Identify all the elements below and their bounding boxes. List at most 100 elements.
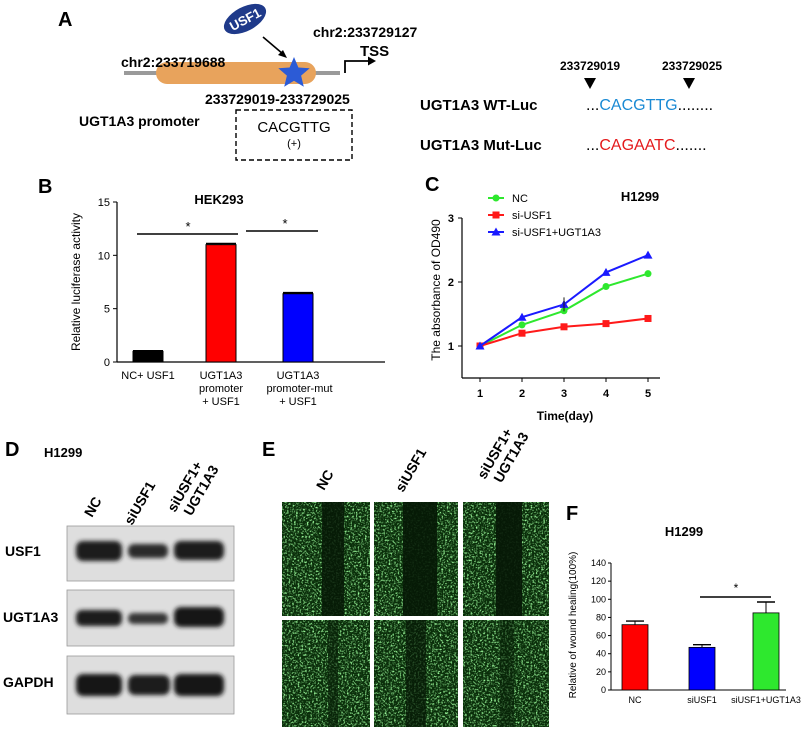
mut-label: UGT1A3 Mut-Luc [420,137,542,154]
chart-f-title: H1299 [665,524,703,539]
chart-f-bar [621,624,649,691]
chart-c-point [475,341,485,350]
tss-arrow-head-icon [368,56,376,66]
chart-f-ytick-label: 40 [596,649,606,659]
chart-f-ytick-label: 80 [596,612,606,622]
blot-label-usf1: USF1 [5,543,41,559]
chart-c-point [518,321,526,329]
tss-label: TSS [360,43,389,60]
binding-arrow [262,36,284,55]
band-gapdh-siusf1 [128,675,170,695]
chart-f-bar [688,646,716,691]
chart-b-category-label: NC+ USF1 [121,370,175,382]
mut-suffix: ....... [676,137,707,154]
micrograph-nc-bottom [282,620,370,727]
wt-suffix: ........ [678,97,714,114]
chart-c-legend-marker [491,227,501,236]
motif-box [235,109,353,161]
chart-b-bar [205,244,237,363]
usf1-protein: USF1 [223,3,267,35]
mut-sequence-line: ...CAGAATC....... [586,137,707,154]
panel-e-wound-images: NC siUSF1 siUSF1+ UGT1A3 [282,421,549,727]
marker-right-triangle-icon [683,78,695,89]
chart-b-title: HEK293 [194,192,243,207]
blot-label-ugt1a3: UGT1A3 [3,609,58,625]
motif-sequence: CACGTTG [257,119,330,136]
chart-f-category-label: siUSF1 [687,695,717,705]
band-gapdh-rescue [174,674,224,696]
chart-c-point [560,323,568,331]
chart-c-ytick-label: 3 [448,213,454,225]
panel-letter-a: A [58,9,72,31]
chart-c-xlabel: Time(day) [537,409,593,423]
coord-right-label: chr2:233729127 [313,24,418,40]
mut-prefix: ... [586,137,599,154]
chart-c-point [601,267,611,276]
band-usf1-rescue [174,541,224,560]
chart-b-ylabel: Relative luciferase activity [69,213,83,351]
chart-f-ylabel: Relative of wound healing(100%) [568,552,579,699]
chart-c-point [643,250,653,259]
chart-b-category-label: UGT1A3 promoter + USF1 [199,370,243,408]
chart-f-ytick-label: 0 [601,685,606,695]
chart-c-point [518,329,526,337]
chart-b-category-line: NC+ USF1 [121,370,175,382]
motif-strand: (+) [287,138,301,150]
image-lane-rescue: siUSF1+ UGT1A3 [474,421,532,489]
chart-b-category-label: UGT1A3 promoter-mut + USF1 [263,370,332,408]
panel-letter-b: B [38,176,52,198]
coord-left-label: chr2:233719688 [121,54,226,70]
chart-b-ytick-label: 0 [104,357,110,369]
chart-c-title: H1299 [621,189,659,204]
band-gapdh-nc [76,674,122,696]
chart-b-ytick-label: 10 [98,250,110,262]
chart-b-category-line: promoter-mut [263,383,332,395]
wt-sequence-line: ...CACGTTG........ [586,97,713,114]
micrograph-rescue-top [463,502,549,616]
band-ugt1a3-nc [76,610,122,626]
band-usf1-siusf1 [128,544,168,558]
chart-c-xtick-label: 1 [477,388,483,400]
wt-prefix: ... [586,97,599,114]
chart-c-ylabel: The absorbance of OD490 [429,219,443,361]
chart-b-category-line: + USF1 [279,396,317,408]
panel-letter-f: F [566,503,578,525]
band-usf1-nc [76,541,122,561]
chart-b-category-line: promoter [199,383,243,395]
chart-f-ytick-label: 120 [591,576,606,586]
band-ugt1a3-siusf1 [128,613,168,624]
panel-d-western-blot: H1299 NC siUSF1 siUSF1+ UGT1A3 USF1 UGT1… [3,445,235,715]
mut-sequence: CAGAATC [599,137,675,154]
binding-site-star-icon [278,57,310,87]
blot-cell-line: H1299 [44,445,82,460]
panel-b-bar-chart: HEK293 Relative luciferase activity 0 5 10… [69,192,385,408]
chart-b-ytick-label: 15 [98,197,110,209]
image-lane-siusf1: siUSF1 [392,445,430,494]
promoter-label: UGT1A3 promoter [79,113,200,129]
blot-lane-nc: NC [81,494,105,520]
panel-f-bar-chart: H1299 Relative of wound healing(100%) 0 2… [568,524,801,705]
panel-a-diagram: USF1 chr2:233719688 chr2:233729127 TSS 2… [79,3,722,161]
chart-c-legend-label: NC [512,193,528,205]
chart-c-legend-label: si-USF1+UGT1A3 [512,227,601,239]
chart-c-xtick-label: 5 [645,388,651,400]
panel-letter-c: C [425,174,439,196]
chart-c-ytick-label: 1 [448,341,454,353]
chart-c-point [602,320,610,328]
chart-f-category-label: siUSF1+UGT1A3 [731,695,801,705]
micrograph-nc-top [282,502,370,616]
chart-c-xtick-label: 3 [561,388,567,400]
wt-label: UGT1A3 WT-Luc [420,97,538,114]
blot-lane-rescue: siUSF1+ UGT1A3 [164,454,222,522]
blot-label-gapdh: GAPDH [3,674,54,690]
chart-f-bar [752,612,780,691]
chart-c-point [644,270,652,278]
chart-c-xtick-label: 2 [519,388,525,400]
micrograph-siusf1-top [374,502,458,616]
chart-c-point [602,282,610,290]
site-range-label: 233729019-233729025 [205,91,350,107]
chart-b-sig-star: * [282,216,287,231]
chart-c-ytick-label: 2 [448,277,454,289]
chart-b-sig-star: * [185,219,190,234]
